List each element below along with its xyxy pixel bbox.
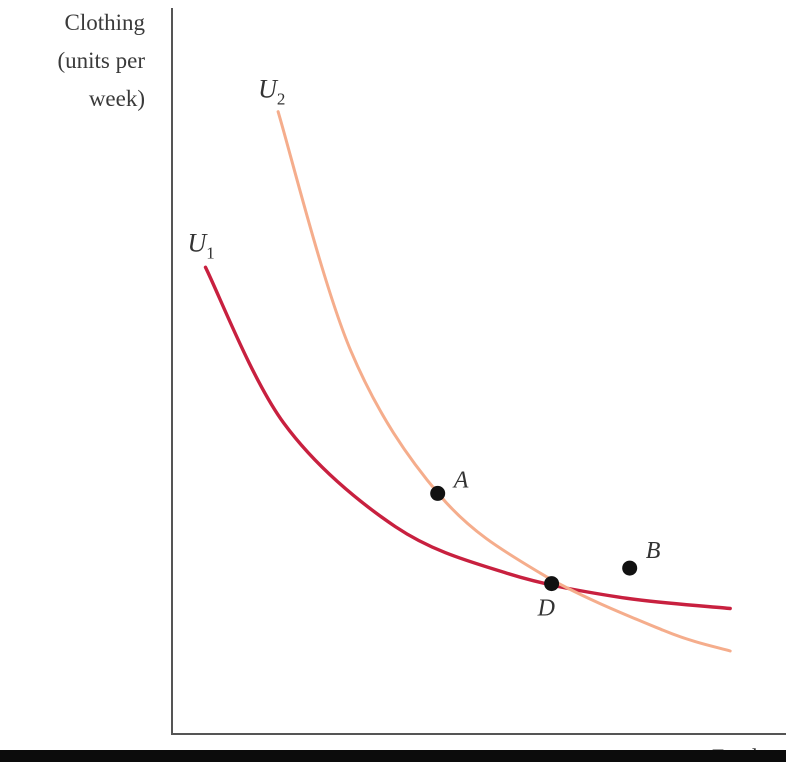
curve-u2	[276, 110, 732, 653]
point-b	[622, 560, 638, 576]
curve-u1	[203, 265, 732, 611]
points-layer: A B D	[430, 467, 661, 622]
point-label-b: B	[646, 538, 661, 564]
point-d	[544, 576, 560, 592]
curves-layer	[203, 110, 732, 653]
point-a	[430, 485, 446, 501]
curve-label-u1: U1	[188, 228, 215, 262]
y-axis-label: Clothing (units per week)	[57, 10, 145, 111]
y-axis-label-line-1: Clothing	[64, 10, 145, 35]
y-axis-label-line-3: week)	[89, 86, 145, 111]
point-label-d: D	[537, 596, 555, 622]
curve-label-u2: U2	[258, 75, 285, 109]
bottom-band	[0, 750, 786, 762]
point-label-a: A	[452, 467, 469, 493]
y-axis-label-line-2: (units per	[57, 48, 145, 73]
curve-labels-layer: U1 U2	[188, 75, 286, 263]
